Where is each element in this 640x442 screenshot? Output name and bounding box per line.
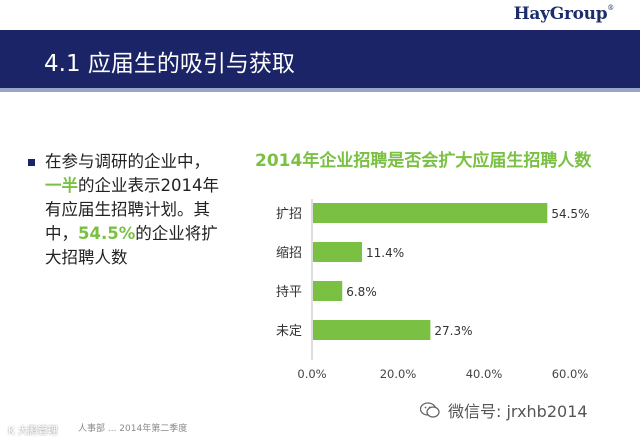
bullet-seg-4: 的企业将扩大招聘人数 xyxy=(45,224,218,267)
category-label: 持平 xyxy=(276,285,302,300)
footer-brand: K 大鹏管理 xyxy=(8,426,58,437)
x-tick-label: 60.0% xyxy=(552,367,589,381)
wechat-icon xyxy=(420,402,440,418)
slide-header: 4.1 应届生的吸引与获取 xyxy=(0,30,640,88)
value-label: 11.4% xyxy=(366,246,404,260)
wechat-id: 微信号: jrxhb2014 xyxy=(448,402,588,421)
bar xyxy=(313,320,431,340)
logo-bar: HayGroup® xyxy=(0,0,640,30)
bullet-seg-2: 的企业表示2014年有应届生招聘计划。其中， xyxy=(45,176,219,243)
bullet-text: 在参与调研的企业中， 一半的企业表示2014年有应届生招聘计划。其中，54.5%的… xyxy=(45,150,225,270)
haygroup-logo: HayGroup® xyxy=(513,4,615,24)
value-label: 27.3% xyxy=(434,324,472,338)
category-label: 扩招 xyxy=(276,207,302,222)
bar xyxy=(313,281,343,301)
x-tick-label: 40.0% xyxy=(466,367,503,381)
chart-title: 2014年企业招聘是否会扩大应届生招聘人数 xyxy=(255,151,592,171)
bullet-highlight-percent: 54.5% xyxy=(78,224,136,243)
footer-small-text: 人事部 ... 2014年第二季度 xyxy=(78,424,188,434)
x-tick-label: 0.0% xyxy=(297,367,326,381)
x-tick-label: 20.0% xyxy=(380,367,417,381)
category-label: 未定 xyxy=(276,324,302,339)
value-label: 6.8% xyxy=(346,285,377,299)
value-label: 54.5% xyxy=(551,207,589,221)
slide-title: 4.1 应届生的吸引与获取 xyxy=(44,51,295,77)
bar xyxy=(313,203,548,223)
bar xyxy=(313,242,363,262)
bullet-square-icon xyxy=(28,159,35,166)
bullet-seg-0: 在参与调研的企业中， xyxy=(45,152,210,171)
bullet-highlight-half: 一半 xyxy=(45,176,78,195)
header-divider xyxy=(0,88,640,92)
category-label: 缩招 xyxy=(276,245,302,261)
logo-text: HayGroup xyxy=(513,4,608,24)
logo-mark: ® xyxy=(607,4,614,12)
